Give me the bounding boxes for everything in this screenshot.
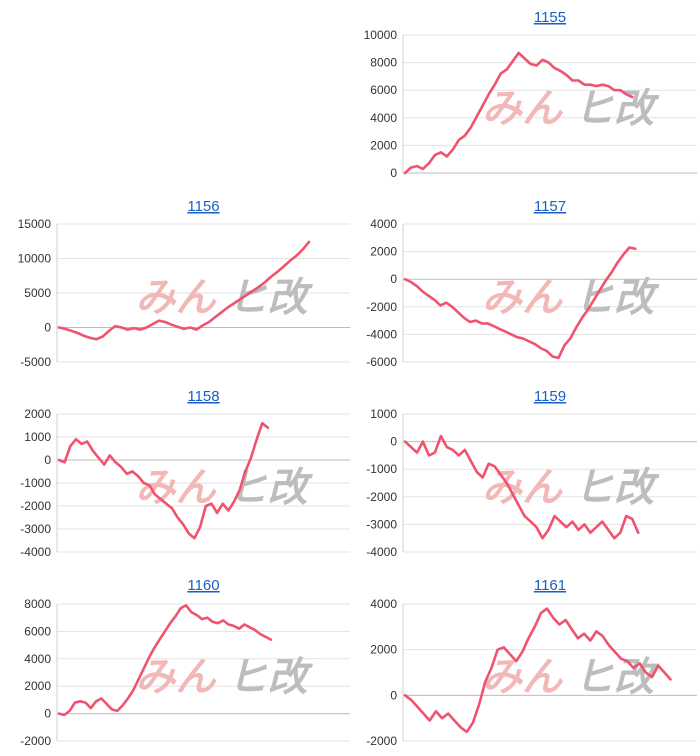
y-tick-label: 5000 (24, 286, 51, 300)
watermark-right: ヒ改 (574, 87, 660, 131)
watermark-left: みん (136, 276, 218, 320)
y-tick-label: -4000 (366, 545, 397, 559)
series-line (403, 607, 672, 734)
watermark-right: ヒ改 (228, 656, 314, 700)
y-tick-label: 1000 (24, 430, 51, 444)
y-tick-label: 4000 (370, 111, 397, 125)
watermark-left: みん (482, 276, 564, 320)
y-tick-label: -6000 (366, 355, 397, 369)
y-tick-label: 4000 (370, 597, 397, 611)
y-tick-label: 15000 (18, 217, 52, 231)
chart-title[interactable]: 1157 (534, 198, 566, 215)
chart-1157: 1157 -6000 -4000 -2000 0 2000 4000 みん ヒ改 (366, 198, 697, 369)
y-tick-label: 8000 (370, 56, 397, 70)
y-tick-label: -3000 (20, 522, 51, 536)
watermark-left: みん (482, 656, 564, 700)
chart-1155: 1155 0 2000 4000 6000 8000 10000 みん ヒ改 (364, 9, 697, 180)
y-tick-label: 4000 (370, 217, 397, 231)
y-tick-label: 6000 (370, 83, 397, 97)
y-tick-label: 0 (390, 435, 397, 449)
series-line (403, 434, 640, 540)
watermark-right: ヒ改 (574, 276, 660, 320)
y-tick-label: -2000 (366, 734, 397, 748)
y-tick-label: -3000 (366, 517, 397, 531)
series-line (57, 240, 311, 341)
y-tick-label: 2000 (370, 245, 397, 259)
y-tick-label: 2000 (24, 679, 51, 693)
y-tick-label: 0 (390, 166, 397, 180)
y-tick-label: 0 (44, 453, 51, 467)
watermark-left: みん (136, 656, 218, 700)
y-tick-label: -2000 (20, 734, 51, 748)
y-tick-label: -2000 (20, 499, 51, 513)
series-line (57, 421, 270, 540)
y-tick-label: -4000 (366, 327, 397, 341)
y-tick-label: 2000 (370, 138, 397, 152)
chart-1161: 1161 -2000 0 2000 4000 みん ヒ改 (366, 577, 697, 748)
chart-1159: 1159 -4000 -3000 -2000 -1000 0 1000 みん ヒ改 (366, 388, 697, 559)
y-tick-label: -5000 (20, 355, 51, 369)
y-tick-label: 10000 (18, 252, 52, 266)
watermark-left: みん (136, 466, 218, 510)
chart-1160: 1160 -2000 0 2000 4000 6000 8000 みん ヒ改 (20, 577, 350, 748)
y-tick-label: 4000 (24, 652, 51, 666)
chart-1158: 1158 -4000 -3000 -2000 -1000 0 1000 2000 みん ヒ改 (20, 388, 350, 559)
y-tick-label: 0 (44, 707, 51, 721)
y-tick-label: -1000 (20, 476, 51, 490)
y-tick-label: -1000 (366, 462, 397, 476)
y-tick-label: 6000 (24, 624, 51, 638)
y-tick-label: 0 (44, 321, 51, 335)
chart-title[interactable]: 1156 (187, 198, 219, 215)
y-tick-label: 1000 (370, 407, 397, 421)
y-tick-label: 0 (390, 688, 397, 702)
series-line (57, 604, 273, 717)
y-tick-label: 8000 (24, 597, 51, 611)
chart-title[interactable]: 1159 (534, 388, 566, 405)
watermark-right: ヒ改 (574, 656, 660, 700)
y-tick-label: 0 (390, 272, 397, 286)
y-tick-label: 10000 (364, 28, 398, 42)
y-tick-label: -2000 (366, 300, 397, 314)
watermark-left: みん (482, 466, 564, 510)
watermark-right: ヒ改 (574, 466, 660, 510)
series-line (403, 246, 637, 360)
y-tick-label: 2000 (24, 407, 51, 421)
y-tick-label: -4000 (20, 545, 51, 559)
chart-title[interactable]: 1160 (187, 577, 219, 594)
watermark-left: みん (482, 87, 564, 131)
y-tick-label: 2000 (370, 643, 397, 657)
chart-title[interactable]: 1155 (534, 9, 566, 26)
chart-title[interactable]: 1161 (534, 577, 566, 594)
series-line (403, 51, 634, 175)
watermark-right: ヒ改 (228, 466, 314, 510)
chart-title[interactable]: 1158 (187, 388, 219, 405)
y-tick-label: -2000 (366, 490, 397, 504)
